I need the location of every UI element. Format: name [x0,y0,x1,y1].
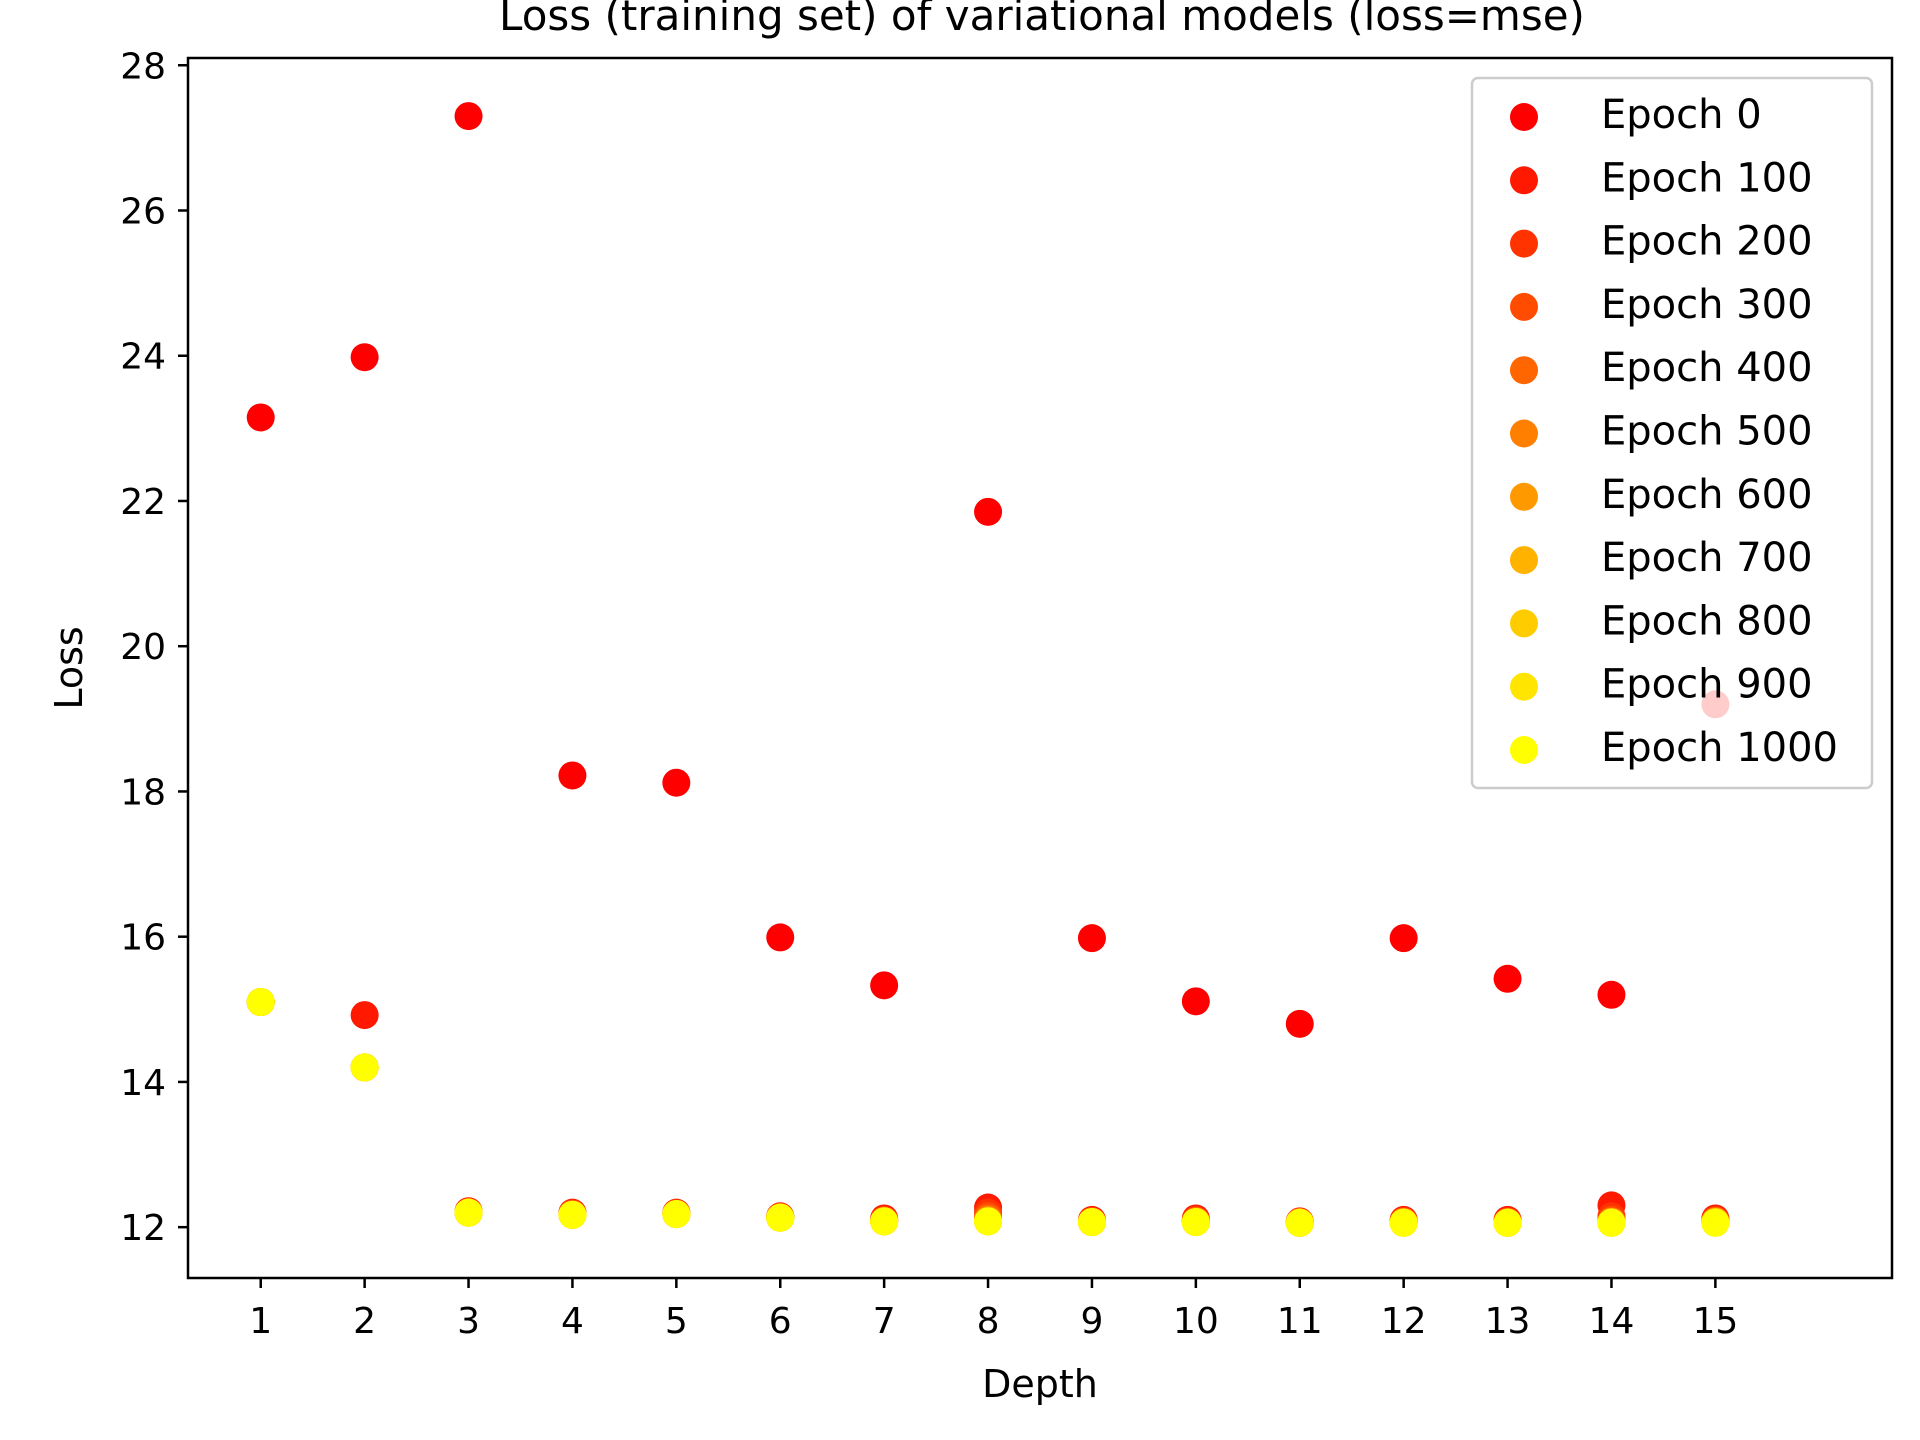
point-epoch-0-depth-12 [1389,924,1418,953]
x-tick-label: 15 [1692,1301,1738,1342]
y-tick-label: 16 [120,918,166,959]
x-axis-label: Depth [982,1362,1098,1406]
legend-label: Epoch 800 [1601,598,1813,644]
x-tick-label: 12 [1381,1301,1427,1342]
point-epoch-0-depth-10 [1181,987,1210,1016]
legend-label: Epoch 100 [1601,155,1813,201]
point-epoch-10-depth-8 [974,1207,1003,1236]
point-epoch-0-depth-6 [766,923,795,952]
legend-box [1470,76,1874,790]
y-tick-label: 12 [120,1208,166,1249]
x-tick-label: 13 [1485,1301,1531,1342]
x-tick-label: 5 [665,1301,688,1342]
legend-marker [1510,609,1538,638]
point-epoch-10-depth-7 [870,1207,899,1236]
point-epoch-10-depth-1 [246,988,275,1017]
y-tick-label: 18 [120,772,166,813]
point-epoch-10-depth-5 [662,1200,691,1229]
point-epoch-0-depth-1 [246,403,275,432]
point-epoch-0-depth-4 [558,761,587,790]
point-epoch-10-depth-3 [454,1198,483,1227]
point-epoch-10-depth-2 [350,1053,379,1082]
legend-items: Epoch 0 Epoch 100 Epoch 200 Epoch 300 Epoch … [1510,92,1838,771]
chart-title: Loss (training set) of variational model… [499,0,1585,40]
point-epoch-0-depth-2 [350,343,379,372]
point-epoch-0-depth-14 [1597,980,1626,1009]
point-epoch-0-depth-13 [1493,964,1522,993]
point-epoch-0-depth-11 [1285,1009,1314,1038]
point-epoch-0-depth-9 [1077,924,1106,953]
legend-label: Epoch 200 [1601,219,1813,265]
legend-marker [1510,672,1538,701]
y-tick-label: 20 [120,627,166,668]
x-tick-label: 9 [1080,1301,1103,1342]
x-tick-label: 11 [1277,1301,1323,1342]
point-epoch-1-depth-2 [350,1001,379,1030]
legend-marker [1510,292,1538,321]
legend-marker [1510,356,1538,385]
point-epoch-0-depth-7 [870,971,899,1000]
point-epoch-10-depth-4 [558,1200,587,1229]
x-tick-label: 3 [457,1301,480,1342]
x-axis: 1 2 3 4 5 6 7 8 9 10 11 12 13 14 15 [249,1278,1738,1342]
point-epoch-10-depth-6 [766,1203,795,1232]
y-tick-label: 24 [120,337,166,378]
y-axis-label: Loss [47,626,91,709]
points-layer [246,102,1730,1237]
point-epoch-10-depth-10 [1181,1208,1210,1237]
point-epoch-10-depth-15 [1701,1208,1730,1237]
point-epoch-0-depth-8 [974,497,1003,526]
legend-marker [1510,103,1538,131]
x-tick-label: 8 [977,1301,1000,1342]
legend-label: Epoch 0 [1601,92,1762,138]
point-epoch-0-depth-3 [454,102,483,131]
x-tick-label: 6 [769,1301,792,1342]
legend-label: Epoch 900 [1601,662,1813,708]
legend-label: Epoch 300 [1601,282,1813,328]
legend-marker [1510,736,1538,764]
legend-label: Epoch 400 [1601,345,1813,391]
point-epoch-10-depth-13 [1493,1208,1522,1237]
y-tick-label: 28 [120,46,166,87]
legend-marker [1510,166,1538,195]
legend-label: Epoch 1000 [1601,725,1838,771]
point-epoch-10-depth-11 [1285,1208,1314,1237]
legend-label: Epoch 700 [1601,535,1813,581]
point-epoch-10-depth-9 [1077,1208,1106,1237]
point-epoch-10-depth-12 [1389,1208,1418,1237]
legend-label: Epoch 600 [1601,472,1813,518]
point-epoch-10-depth-14 [1597,1208,1626,1237]
point-epoch-0-depth-5 [662,768,691,797]
x-tick-label: 10 [1173,1301,1219,1342]
y-tick-label: 14 [120,1063,166,1104]
plot-frame [186,56,1894,1280]
legend-marker [1510,546,1538,575]
legend-marker [1510,229,1538,258]
legend-marker [1510,482,1538,511]
y-tick-label: 22 [120,482,166,523]
y-tick-label: 26 [120,192,166,233]
x-tick-label: 14 [1589,1301,1635,1342]
legend: Epoch 0 Epoch 100 Epoch 200 Epoch 300 Epoch … [1470,76,1874,790]
y-axis: 12 14 16 18 20 22 24 26 28 [120,46,188,1249]
x-tick-label: 2 [353,1301,376,1342]
legend-marker [1510,419,1538,448]
x-tick-label: 1 [249,1301,272,1342]
x-tick-label: 7 [873,1301,896,1342]
legend-label: Epoch 500 [1601,409,1813,455]
x-tick-label: 4 [561,1301,584,1342]
